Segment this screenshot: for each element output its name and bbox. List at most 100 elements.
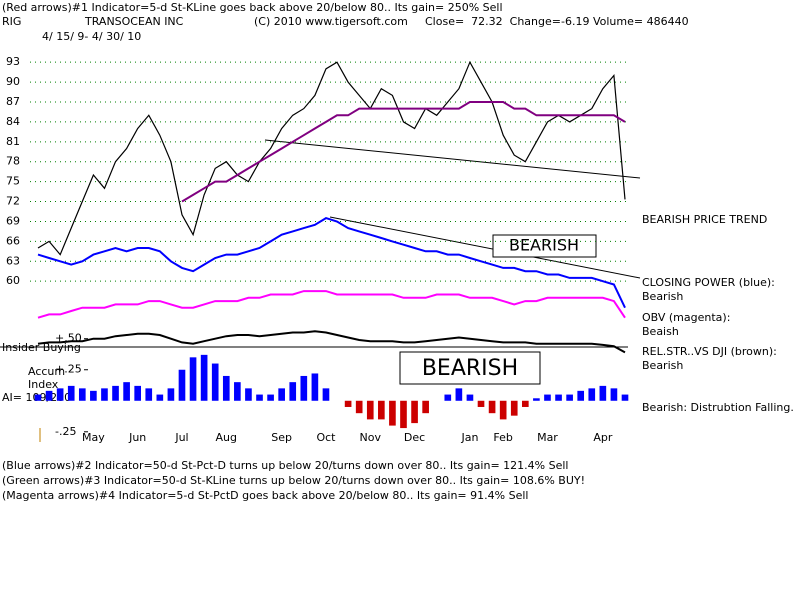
bar xyxy=(322,388,330,401)
series-line xyxy=(37,330,626,354)
x-tick-label: Aug xyxy=(216,431,237,444)
bar xyxy=(178,369,186,401)
bar xyxy=(621,394,629,401)
y-tick-label: 60 xyxy=(6,274,20,287)
x-tick-label: Jan xyxy=(460,431,478,444)
y-tick-label: 78 xyxy=(6,155,20,168)
bar xyxy=(256,394,263,401)
x-tick-label: Feb xyxy=(493,431,512,444)
bar xyxy=(156,394,164,401)
bar xyxy=(510,400,518,416)
bar xyxy=(422,400,429,414)
copyright: (C) 2010 www.tigersoft.com xyxy=(254,15,408,28)
panel-label: Index xyxy=(28,378,59,391)
bar xyxy=(499,400,507,420)
x-tick-label: Nov xyxy=(360,431,382,444)
bar xyxy=(211,363,219,401)
x-tick-label: Jul xyxy=(174,431,188,444)
bar xyxy=(610,388,618,401)
bar xyxy=(112,385,119,401)
series-line xyxy=(181,101,626,203)
label-box xyxy=(492,234,597,258)
bar xyxy=(488,400,496,414)
bar xyxy=(167,388,175,401)
bar xyxy=(577,390,585,401)
bar xyxy=(411,400,418,424)
note: CLOSING POWER (blue): xyxy=(642,276,775,289)
y-tick-label: 72 xyxy=(6,195,20,208)
date-range: 4/ 15/ 9- 4/ 30/ 10 xyxy=(42,30,141,43)
note: Beaish xyxy=(642,325,679,338)
bar xyxy=(455,388,463,401)
bar xyxy=(56,388,64,401)
y-tick-label: 93 xyxy=(6,55,20,68)
note: BEARISH PRICE TREND xyxy=(642,213,767,226)
bar xyxy=(45,390,53,401)
x-tick-label: Sep xyxy=(271,431,292,444)
bar xyxy=(101,388,108,401)
footer-line: (Blue arrows)#2 Indicator=50-d St-Pct-D … xyxy=(2,459,568,472)
panel-label: Insider Buying xyxy=(2,341,81,354)
bar xyxy=(366,400,374,420)
bar xyxy=(123,382,130,401)
x-tick-label: Oct xyxy=(316,431,336,444)
bar xyxy=(200,354,208,401)
bar xyxy=(533,398,540,401)
bar xyxy=(78,388,86,401)
box-label: BEARISH xyxy=(422,356,518,381)
bar xyxy=(355,400,363,414)
note: Bearish xyxy=(642,290,683,303)
bar xyxy=(189,357,197,401)
bar xyxy=(90,390,97,401)
series-line xyxy=(37,290,626,319)
series-line xyxy=(37,60,626,256)
bar xyxy=(466,394,474,401)
bar xyxy=(389,400,396,426)
symbol: RIG xyxy=(2,15,21,28)
bar xyxy=(34,394,42,401)
note: OBV (magenta): xyxy=(642,311,730,324)
bar xyxy=(400,400,407,429)
trend-line xyxy=(329,216,641,279)
y-tick-label: 69 xyxy=(6,214,20,227)
y-tick-label: 81 xyxy=(6,135,20,148)
y-tick-label: 75 xyxy=(6,175,20,188)
x-tick-label: May xyxy=(82,431,105,444)
bar xyxy=(134,385,142,401)
note: REL.STR..VS DJI (brown): xyxy=(642,345,777,358)
bar xyxy=(145,388,153,401)
trend-line xyxy=(264,139,641,179)
y-tick-label: 90 xyxy=(6,75,20,88)
y-tick-label: 87 xyxy=(6,95,20,108)
bar xyxy=(278,388,285,401)
y-tick-label: 66 xyxy=(6,234,20,247)
company: TRANSOCEAN INC xyxy=(84,15,184,28)
footer-line: (Magenta arrows)#4 Indicator=5-d St-PctD… xyxy=(2,489,528,502)
bar xyxy=(344,400,352,407)
bar xyxy=(267,394,274,401)
footer-line: (Green arrows)#3 Indicator=50-d St-KLine… xyxy=(2,474,585,487)
label-box xyxy=(399,351,541,385)
x-tick-label: Apr xyxy=(593,431,613,444)
bar xyxy=(234,382,241,401)
bar xyxy=(289,382,297,401)
bar xyxy=(378,400,385,420)
bar xyxy=(300,375,308,401)
quote: Close= 72.32 Change=-6.19 Volume= 486440 xyxy=(425,15,689,28)
bar xyxy=(245,388,252,401)
y-tick-label: 63 xyxy=(6,254,20,267)
bar xyxy=(477,400,485,407)
bar xyxy=(566,394,573,401)
bar xyxy=(588,388,596,401)
bar xyxy=(521,400,529,407)
box-label: BEARISH xyxy=(509,236,579,255)
bar xyxy=(555,394,562,401)
note: Bearish xyxy=(642,359,683,372)
note: Bearish: Distrubtion Falling. xyxy=(642,401,794,414)
x-tick-label: Jun xyxy=(128,431,146,444)
bar xyxy=(444,394,452,401)
bar xyxy=(222,375,230,401)
panel-label: Accum xyxy=(28,365,65,378)
